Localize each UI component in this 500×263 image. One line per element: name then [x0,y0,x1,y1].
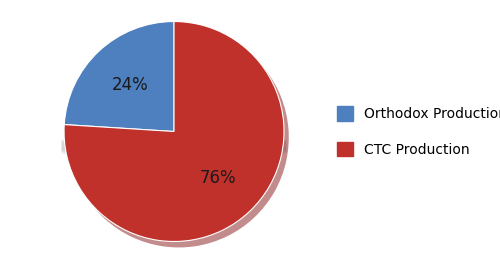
Ellipse shape [62,136,286,155]
Legend: Orthodox Production, CTC Production: Orthodox Production, CTC Production [331,101,500,162]
Ellipse shape [62,140,286,163]
Ellipse shape [62,133,286,150]
Wedge shape [69,28,179,138]
Ellipse shape [62,135,286,153]
Wedge shape [64,22,174,132]
Ellipse shape [62,138,286,159]
Wedge shape [69,28,289,247]
Wedge shape [64,22,284,241]
Ellipse shape [62,137,286,157]
Text: 76%: 76% [200,169,236,187]
Text: 24%: 24% [112,76,148,94]
Ellipse shape [62,134,286,151]
Ellipse shape [62,139,286,161]
